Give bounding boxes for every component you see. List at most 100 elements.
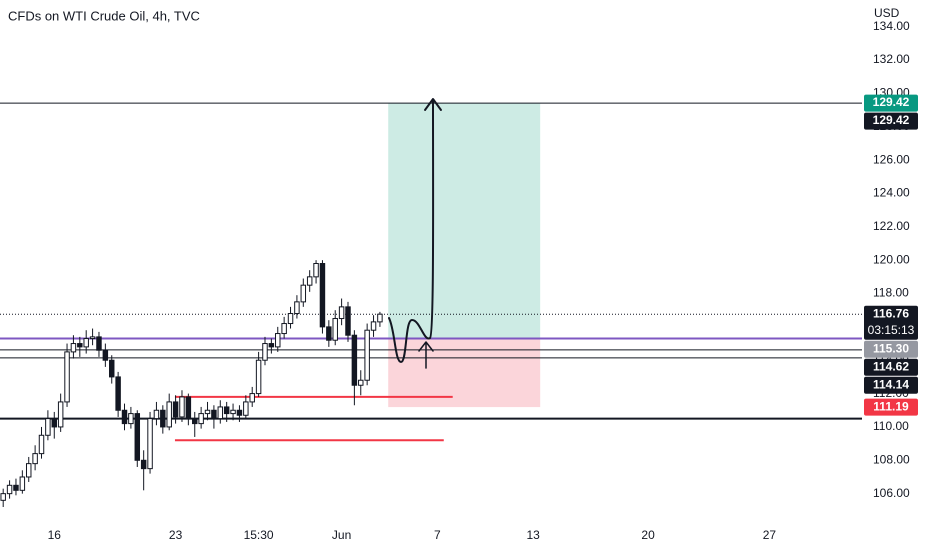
- candle-body: [140, 459, 147, 470]
- candle-body: [275, 333, 281, 348]
- candle-body: [345, 306, 351, 336]
- candle-body: [147, 418, 153, 470]
- y-tick-label: 134.00: [873, 19, 910, 33]
- candle-body: [358, 379, 364, 386]
- candle-body: [25, 463, 32, 478]
- candle-body: [306, 276, 313, 286]
- y-tick-label: 132.00: [873, 52, 910, 66]
- candle-body: [96, 336, 102, 351]
- x-tick-label: 7: [434, 528, 441, 542]
- small-arrow: [418, 341, 434, 369]
- y-tick-label: 126.00: [873, 152, 910, 166]
- candle-body: [332, 318, 338, 341]
- candle-body: [179, 396, 185, 418]
- candle-body: [370, 321, 377, 331]
- candle-body: [281, 323, 287, 335]
- y-tick-label: 118.00: [873, 286, 909, 300]
- candle-body: [230, 409, 236, 415]
- x-tick-label: 23: [169, 528, 183, 542]
- candle-body: [102, 349, 109, 361]
- candle-body: [70, 343, 77, 353]
- candle-body: [204, 409, 211, 415]
- price-label-box: [864, 376, 918, 394]
- candle-body: [223, 406, 230, 415]
- y-tick-label: 106.00: [873, 486, 910, 500]
- x-tick-label: 13: [526, 528, 540, 542]
- candle-body: [249, 393, 255, 403]
- candles: [0, 260, 383, 507]
- price-label: 115.30: [873, 341, 909, 355]
- candle-body: [6, 484, 13, 495]
- candle-body: [255, 359, 262, 395]
- x-tick-label: 15:30: [244, 528, 274, 542]
- candle-body: [121, 409, 128, 425]
- candle-body: [192, 418, 198, 425]
- price-label-box: [864, 94, 918, 112]
- candle-body: [134, 413, 141, 461]
- candle-body: [153, 409, 160, 420]
- candle-body: [57, 401, 64, 428]
- candle-body: [268, 343, 275, 348]
- candle-body: [319, 263, 326, 328]
- candle-body: [115, 376, 121, 411]
- chart-title: CFDs on WTI Crude Oil, 4h, TVC: [8, 8, 200, 23]
- drawing: [388, 98, 442, 369]
- candle-body: [45, 418, 51, 436]
- candle-body: [262, 343, 268, 361]
- candle-body: [185, 396, 192, 420]
- candle-body: [172, 401, 179, 418]
- price-axis: 106.00108.00110.00112.00114.00116.00118.…: [48, 19, 918, 542]
- drawn-arrow: [388, 100, 435, 363]
- candle-body: [128, 413, 134, 425]
- candle-body: [13, 484, 19, 491]
- y-tick-label: 122.00: [873, 219, 910, 233]
- candle-body: [198, 413, 204, 425]
- candle-body: [364, 329, 370, 381]
- candle-body: [287, 313, 294, 325]
- countdown: 03:15:13: [868, 323, 915, 337]
- price-label: 116.76: [873, 306, 909, 320]
- y-tick-label: 110.00: [873, 419, 909, 433]
- candle-body: [19, 476, 26, 491]
- price-label: 129.42: [873, 95, 910, 109]
- candle-body: [89, 336, 96, 340]
- y-tick-label: 120.00: [873, 252, 910, 266]
- candle-body: [211, 409, 217, 420]
- price-label-box: [864, 305, 918, 340]
- currency: USD: [874, 6, 900, 20]
- x-tick-label: 27: [763, 528, 777, 542]
- price-label-box: [864, 398, 918, 416]
- x-tick-label: 16: [48, 528, 62, 542]
- candle-body: [83, 338, 89, 348]
- arrow-head: [424, 98, 442, 111]
- x-tick-label: Jun: [332, 528, 351, 542]
- y-tick-label: 108.00: [873, 452, 910, 466]
- candle-body: [217, 406, 224, 420]
- candle-body: [313, 263, 319, 278]
- price-label: 114.62: [873, 359, 909, 373]
- candle-body: [338, 306, 345, 320]
- candle-body: [300, 284, 307, 303]
- candle-body: [64, 351, 70, 403]
- candle-body: [326, 326, 332, 341]
- price-label: 111.19: [873, 399, 909, 413]
- candle-body: [236, 409, 243, 416]
- candle-body: [0, 493, 6, 501]
- overlays: [0, 102, 862, 442]
- candle-body: [166, 401, 172, 428]
- y-tick-label: 124.00: [873, 186, 910, 200]
- candle-body: [77, 343, 83, 348]
- candle-body: [51, 418, 58, 428]
- candle-body: [38, 434, 45, 455]
- candle-body: [351, 334, 358, 386]
- profit-zone: [388, 103, 541, 339]
- x-tick-label: 20: [641, 528, 655, 542]
- candle-body: [243, 401, 249, 416]
- price-label-box: [864, 358, 918, 376]
- price-label: 114.14: [873, 377, 909, 391]
- candle-body: [294, 301, 300, 315]
- candle-body: [32, 453, 38, 465]
- candle-body: [377, 313, 383, 323]
- candle-body: [109, 359, 115, 378]
